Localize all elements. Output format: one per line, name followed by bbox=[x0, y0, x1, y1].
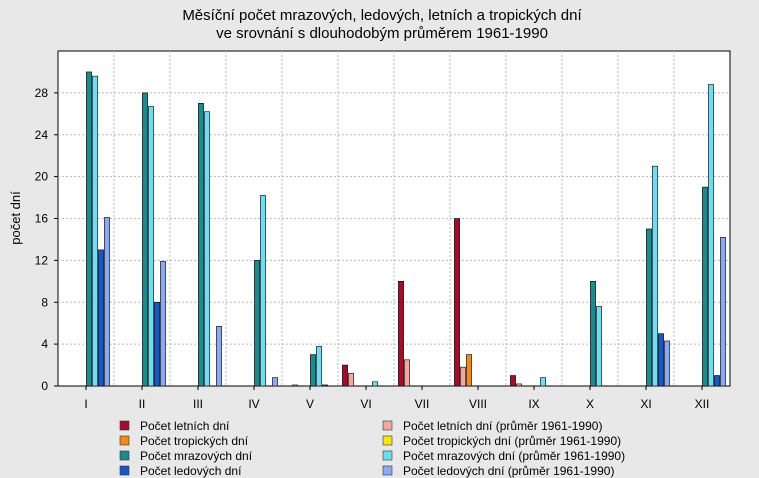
legend-item: Počet tropických dní bbox=[119, 434, 249, 448]
x-category-label: VII bbox=[415, 397, 430, 411]
bar bbox=[148, 106, 154, 387]
x-category-label: X bbox=[586, 397, 594, 411]
legend-item: Počet letních dní bbox=[119, 419, 230, 433]
legend-label: Počet ledových dní bbox=[140, 464, 242, 478]
x-category-label: IX bbox=[528, 397, 539, 411]
legend-item: Počet tropických dní (průměr 1961-1990) bbox=[382, 434, 621, 448]
bar bbox=[316, 345, 322, 387]
bar bbox=[372, 381, 378, 387]
bar bbox=[310, 354, 316, 387]
x-category-label: XI bbox=[640, 397, 651, 411]
y-tick-label: 4 bbox=[41, 337, 48, 351]
bar bbox=[720, 237, 726, 387]
legend-label: Počet mrazových dní bbox=[140, 449, 253, 463]
bar bbox=[646, 228, 652, 387]
legend-item: Počet letních dní (průměr 1961-1990) bbox=[382, 419, 602, 433]
bar bbox=[460, 366, 466, 387]
legend-item: Počet ledových dní (průměr 1961-1990) bbox=[382, 464, 614, 478]
legend-label: Počet letních dní (průměr 1961-1990) bbox=[403, 419, 602, 433]
bar bbox=[348, 373, 354, 387]
x-category-label: III bbox=[193, 397, 203, 411]
bars bbox=[86, 71, 726, 387]
bar bbox=[466, 354, 472, 387]
bar bbox=[254, 260, 260, 387]
x-category-label: IV bbox=[248, 397, 259, 411]
bar bbox=[260, 195, 266, 387]
bar bbox=[160, 261, 166, 387]
legend-swatch bbox=[119, 420, 130, 431]
legend-item: Počet mrazových dní (průměr 1961-1990) bbox=[382, 449, 625, 463]
bar bbox=[272, 377, 278, 387]
bar bbox=[454, 218, 460, 387]
bar bbox=[104, 217, 110, 387]
bar bbox=[596, 306, 602, 387]
bar bbox=[142, 92, 148, 387]
y-tick-label: 0 bbox=[41, 379, 48, 393]
x-category-label: XII bbox=[695, 397, 710, 411]
bar bbox=[216, 326, 222, 387]
y-tick-label: 12 bbox=[35, 253, 49, 267]
bar bbox=[398, 281, 404, 387]
grid-lines bbox=[58, 51, 730, 386]
x-category-label: VIII bbox=[469, 397, 487, 411]
x-axis-categories: I II III IV V VI VII VIII IX X XI XII bbox=[84, 386, 709, 411]
bar bbox=[322, 384, 328, 387]
bar bbox=[658, 333, 664, 387]
bar bbox=[590, 281, 596, 387]
x-category-label: I bbox=[84, 397, 87, 411]
bar bbox=[292, 384, 298, 387]
y-tick-label: 20 bbox=[35, 170, 49, 184]
bar bbox=[92, 75, 98, 387]
legend-label: Počet tropických dní bbox=[140, 434, 249, 448]
bar bbox=[702, 186, 708, 387]
bar bbox=[404, 359, 410, 387]
chart-title-line-1: Měsíční počet mrazových, ledových, letní… bbox=[182, 7, 582, 24]
bar bbox=[204, 111, 210, 387]
x-category-label: V bbox=[306, 397, 314, 411]
legend-item: Počet mrazových dní bbox=[119, 449, 253, 463]
bar bbox=[198, 103, 204, 387]
legend-swatch bbox=[382, 465, 393, 476]
y-axis-ticks: 0 4 8 12 16 20 24 28 bbox=[35, 86, 58, 393]
legend-label: Počet letních dní bbox=[140, 419, 230, 433]
legend-swatch bbox=[382, 435, 393, 446]
legend-swatch bbox=[119, 465, 130, 476]
legend-item: Počet ledových dní bbox=[119, 464, 242, 478]
legend-swatch bbox=[382, 420, 393, 431]
y-axis-label: počet dní bbox=[8, 191, 23, 245]
bar bbox=[664, 340, 670, 387]
x-category-label: II bbox=[139, 397, 146, 411]
bar bbox=[714, 375, 720, 387]
bar bbox=[154, 301, 160, 387]
chart-title-line-2: ve srovnání s dlouhodobým průměrem 1961-… bbox=[216, 25, 548, 42]
y-tick-label: 24 bbox=[35, 128, 49, 142]
legend-label: Počet ledových dní (průměr 1961-1990) bbox=[403, 464, 614, 478]
y-tick-label: 16 bbox=[35, 212, 49, 226]
y-tick-label: 28 bbox=[35, 86, 49, 100]
bar bbox=[98, 249, 104, 387]
bar bbox=[516, 383, 522, 387]
legend-label: Počet tropických dní (průměr 1961-1990) bbox=[403, 434, 621, 448]
bar bbox=[708, 84, 714, 387]
x-category-label: VI bbox=[360, 397, 371, 411]
y-tick-label: 8 bbox=[41, 295, 48, 309]
legend-swatch bbox=[119, 435, 130, 446]
legend-label: Počet mrazových dní (průměr 1961-1990) bbox=[403, 449, 625, 463]
legend-swatch bbox=[382, 450, 393, 461]
legend-swatch bbox=[119, 450, 130, 461]
bar bbox=[652, 165, 658, 387]
bar bbox=[540, 377, 546, 387]
bar bbox=[342, 364, 348, 387]
bar bbox=[510, 375, 516, 387]
bar bbox=[86, 71, 92, 387]
